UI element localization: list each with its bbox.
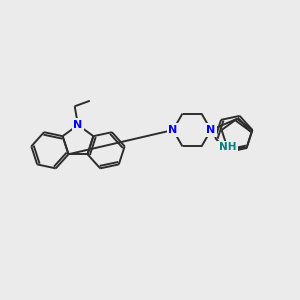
Text: N: N xyxy=(168,125,178,135)
Text: NH: NH xyxy=(219,142,236,152)
Text: N: N xyxy=(206,125,216,135)
Text: N: N xyxy=(74,120,82,130)
